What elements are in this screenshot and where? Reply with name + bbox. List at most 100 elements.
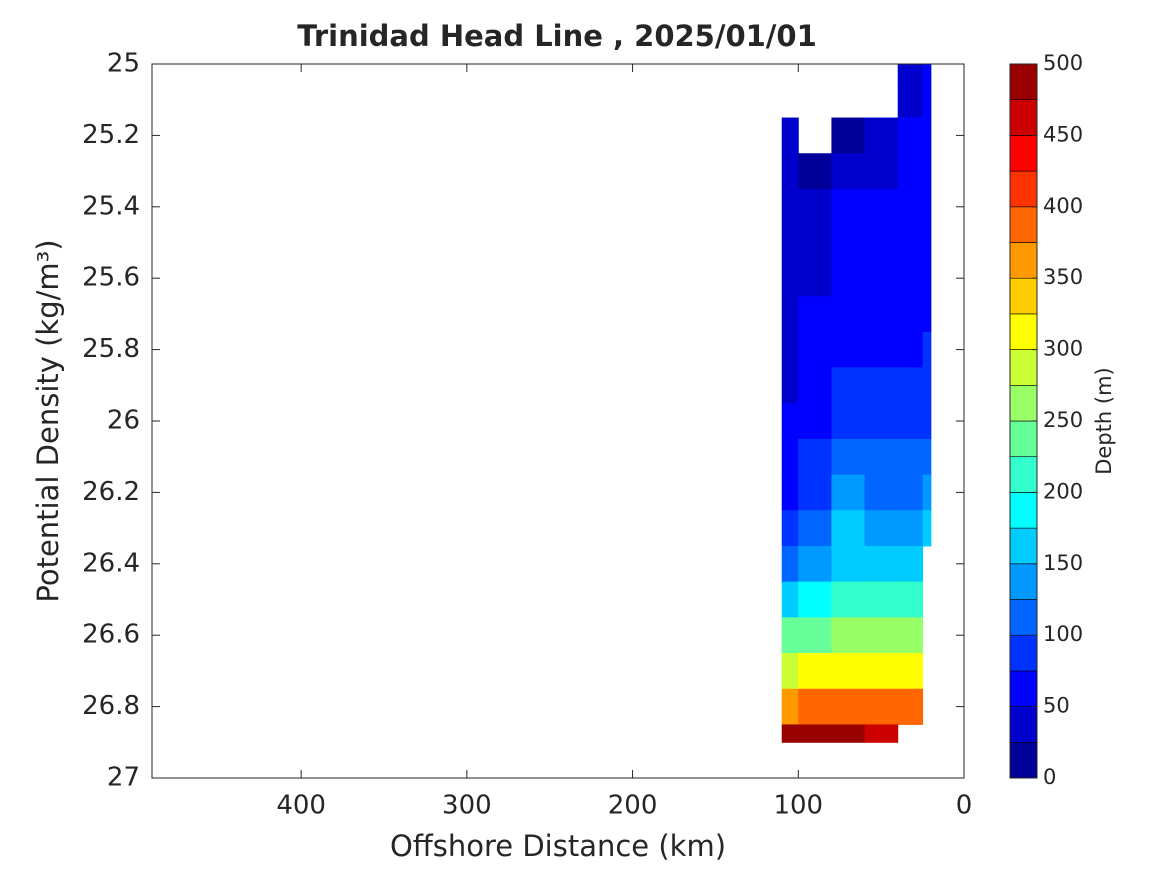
contour-cell [798,331,832,368]
contour-cell [831,653,866,690]
contour-cell [798,688,832,725]
contour-cell [897,545,924,583]
contour-cell [831,617,866,654]
y-tick-label: 26.6 [82,620,140,650]
contour-cell [897,438,924,476]
contour-cell [781,117,799,154]
colorbar-segment [1009,384,1038,422]
contour-cell [864,724,899,743]
y-axis-label: Potential Density (kg/m³) [31,239,65,602]
contour-cell [922,296,932,333]
contour-cell [897,688,924,725]
contour-cell [864,331,899,368]
contour-cell [897,331,924,368]
colorbar-segment [1009,135,1038,172]
contour-cell [781,617,799,654]
contour-cell [864,545,899,583]
x-tick-label: 100 [773,791,823,821]
colorbar-segment [1009,349,1038,386]
contour-cell [897,581,924,618]
contour-cell [864,188,899,226]
contour-cell [781,367,799,404]
contour-cell [831,545,866,583]
contour-cell [864,224,899,261]
colorbar-segment [1009,420,1038,458]
colorbar-tick-label: 300 [1043,337,1083,361]
contour-cell [864,367,899,404]
contour-cell [798,188,832,226]
contour-field [781,64,932,743]
contour-cell [922,224,932,261]
contour-cell [897,81,924,119]
contour-cell [798,510,832,547]
contour-cell [864,474,899,511]
contour-cell [922,81,932,119]
colorbar-tick-label: 150 [1043,551,1083,575]
contour-cell [897,64,924,83]
contour-cell [798,545,832,583]
contour-cell [798,581,832,618]
contour-cell [897,153,924,190]
contour-cell [922,117,932,154]
contour-cell [781,260,799,297]
colorbar-segment [1009,527,1038,565]
contour-cell [831,688,866,725]
contour-cell [781,688,799,725]
contour-cell [798,403,832,440]
contour-cell [922,438,932,476]
contour-cell [864,510,899,547]
contour-cell [831,724,866,743]
contour-cell [831,474,866,511]
contour-cell [897,474,924,511]
contour-cell [922,510,932,547]
colorbar-tick-label: 250 [1043,408,1083,432]
contour-cell [864,403,899,440]
contour-cell [897,188,924,226]
contour-cell [864,688,899,725]
x-tick-label: 0 [956,791,973,821]
x-tick-label: 200 [608,791,658,821]
chart-title: Trinidad Head Line , 2025/01/01 [297,19,817,53]
colorbar-segment [1009,563,1038,600]
contour-cell [781,153,799,190]
colorbar-tick-label: 500 [1043,51,1083,75]
colorbar-segment [1009,277,1038,315]
colorbar-tick-label: 200 [1043,479,1083,503]
y-tick-label: 25 [107,49,140,79]
contour-cell [781,724,799,743]
contour-cell [922,403,932,440]
contour-cell [781,331,799,368]
contour-cell [781,188,799,226]
x-tick-label: 400 [276,791,326,821]
contour-cell [798,260,832,297]
contour-cell [798,653,832,690]
contour-cell [831,117,866,154]
colorbar-tick-label: 350 [1043,265,1083,289]
contour-cell [798,367,832,404]
contour-cell [781,510,799,547]
contour-cell [864,617,899,654]
colorbar-tick-label: 400 [1043,194,1083,218]
contour-cell [922,64,932,83]
contour-cell [897,260,924,297]
contour-cell [897,510,924,547]
contour-cell [798,438,832,476]
colorbar-label: Depth (m) [1092,367,1116,474]
colorbar-tick-label: 100 [1043,622,1083,646]
colorbar-segment [1009,599,1038,636]
contour-cell [781,581,799,618]
contour-cell [781,403,799,440]
contour-cell [922,367,932,404]
x-tick-label: 300 [442,791,492,821]
contour-cell [798,724,832,743]
colorbar-segment [1009,456,1038,493]
colorbar-segment [1009,99,1038,136]
colorbar-segment [1009,741,1038,779]
contour-cell [897,617,924,654]
contour-cell [781,474,799,511]
y-tick-label: 27 [107,763,140,793]
contour-cell [922,153,932,190]
contour-cell [897,296,924,333]
contour-cell [831,367,866,404]
